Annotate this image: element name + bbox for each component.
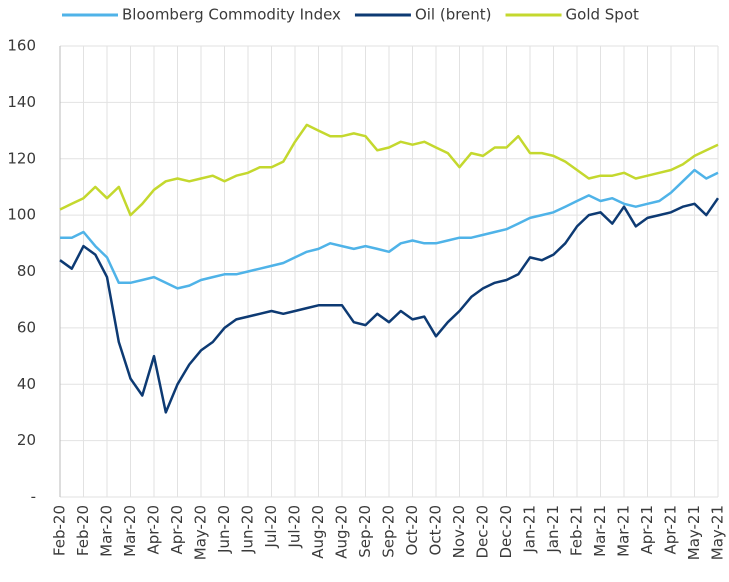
x-tick-label: Dec-20	[497, 505, 515, 559]
x-tick-label: Oct-20	[403, 505, 421, 555]
x-tick-label: Apr-20	[168, 505, 186, 555]
x-tick-label: Mar-21	[591, 505, 609, 557]
x-tick-label: Apr-21	[662, 505, 680, 555]
x-tick-label: Jun-20	[215, 505, 233, 554]
y-tick-label: 100	[7, 206, 36, 224]
x-tick-label: Jul-20	[262, 505, 280, 549]
x-tick-label: Feb-20	[74, 505, 92, 556]
y-tick-label: 160	[7, 37, 36, 55]
x-tick-label: Aug-20	[309, 505, 327, 559]
x-tick-label: Aug-20	[333, 505, 351, 559]
x-tick-label: Jun-20	[239, 505, 257, 554]
x-tick-label: Sep-20	[356, 505, 374, 558]
y-tick-label: 140	[7, 93, 36, 111]
x-tick-label: Apr-20	[145, 505, 163, 555]
y-tick-label: 20	[17, 431, 36, 449]
legend-label: Oil (brent)	[415, 6, 492, 24]
line-series	[60, 168, 719, 290]
x-tick-label: Apr-21	[638, 505, 656, 555]
x-tick-label: May-21	[709, 505, 727, 560]
line-series	[59, 197, 720, 414]
y-tick-label: 80	[17, 262, 36, 280]
x-tick-label: Mar-20	[98, 505, 116, 557]
line-series	[59, 123, 719, 217]
x-tick-label: Feb-21	[568, 505, 586, 556]
legend-label: Gold Spot	[566, 6, 639, 24]
x-tick-label: Jan-21	[544, 505, 562, 554]
y-tick-label: -	[31, 488, 36, 506]
x-tick-label: Oct-20	[427, 505, 445, 555]
x-tick-label: Jan-21	[521, 505, 539, 554]
y-tick-label: 60	[17, 318, 36, 336]
x-tick-label: Nov-20	[450, 505, 468, 558]
x-tick-label: May-20	[192, 505, 210, 560]
x-tick-label: May-21	[685, 505, 703, 560]
x-tick-label: Mar-21	[615, 505, 633, 557]
x-tick-label: Mar-20	[121, 505, 139, 557]
x-tick-label: Dec-20	[474, 505, 492, 559]
y-tick-label: 120	[7, 149, 36, 167]
x-tick-label: Jul-20	[286, 505, 304, 549]
x-tick-label: Sep-20	[380, 505, 398, 558]
x-tick-label: Feb-20	[51, 505, 69, 556]
y-tick-label: 40	[17, 375, 36, 393]
legend-label: Bloomberg Commodity Index	[122, 6, 341, 24]
